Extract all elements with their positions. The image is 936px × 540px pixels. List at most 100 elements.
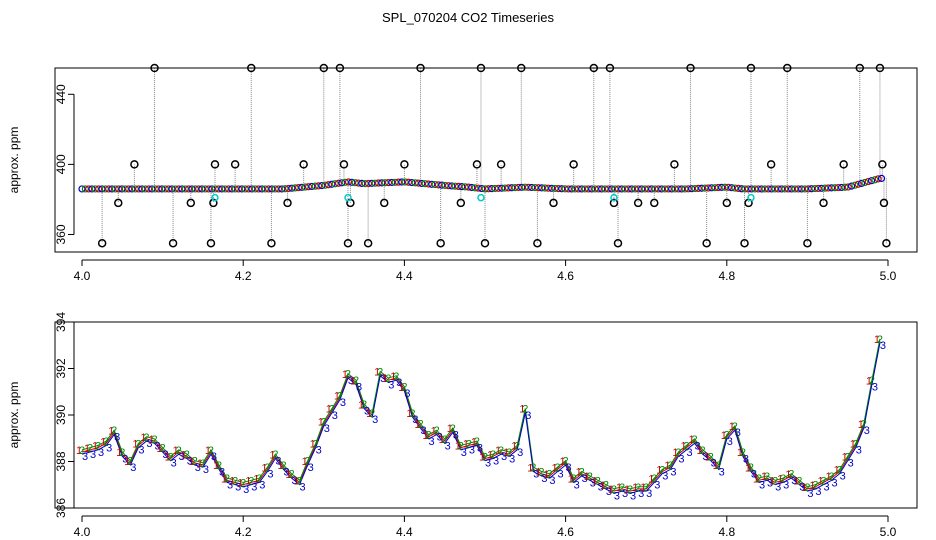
series-marker: 1 — [793, 475, 799, 487]
baseline-point — [218, 185, 226, 193]
baseline-point — [334, 179, 343, 187]
baseline-point — [551, 184, 559, 193]
baseline-point — [498, 184, 506, 192]
cyan-point — [610, 193, 618, 202]
baseline-point — [837, 183, 846, 192]
series-marker: 2 — [200, 458, 206, 470]
series-marker: 2 — [740, 447, 746, 459]
series-marker: 1 — [165, 452, 171, 464]
series-marker: 2 — [869, 375, 875, 387]
series-marker: 3 — [412, 414, 418, 426]
series-marker: 3 — [614, 490, 620, 502]
series-marker: 2 — [458, 440, 464, 452]
baseline-point — [195, 185, 203, 193]
outlier-point — [456, 198, 466, 208]
series-marker: 1 — [189, 456, 195, 468]
series-marker: 3 — [163, 449, 169, 461]
series-marker: 1 — [834, 465, 840, 477]
series-marker: 2 — [280, 460, 286, 472]
series-marker: 2 — [820, 475, 826, 487]
series-marker: 3 — [211, 451, 217, 463]
baseline-point — [208, 185, 216, 193]
outlier-point — [609, 198, 619, 208]
baseline-point — [284, 184, 293, 193]
series-marker: 1 — [173, 445, 179, 457]
baseline-point — [831, 184, 839, 192]
series-marker: 1 — [350, 375, 356, 387]
outlier-point — [569, 160, 578, 169]
series-marker: 2 — [168, 451, 174, 463]
series-line — [81, 343, 881, 494]
baseline-point — [85, 185, 93, 193]
series-marker: 1 — [132, 438, 138, 450]
series-marker: 3 — [549, 475, 555, 487]
baseline-point — [711, 184, 719, 192]
series-marker: 2 — [522, 403, 528, 415]
series-marker: 1 — [84, 443, 90, 455]
baseline-point — [801, 185, 809, 193]
series-marker: 1 — [157, 443, 163, 455]
baseline-point — [804, 185, 812, 193]
baseline-point — [624, 185, 632, 193]
y-tick-label: 400 — [54, 154, 68, 174]
series-marker: 3 — [372, 414, 378, 426]
baseline-point — [598, 185, 606, 193]
outlier-point — [380, 198, 389, 208]
baseline-point — [181, 185, 189, 193]
series-marker: 2 — [143, 432, 149, 444]
baseline-point — [614, 185, 622, 193]
series-marker: 2 — [804, 482, 810, 494]
baseline-point — [268, 185, 276, 193]
baseline-point — [877, 174, 886, 182]
series-marker: 1 — [503, 447, 509, 459]
series-marker: 1 — [237, 478, 243, 490]
baseline-point — [304, 183, 313, 191]
series-marker: 3 — [743, 453, 749, 465]
baseline-point — [221, 185, 229, 193]
series-marker: 1 — [560, 456, 566, 468]
baseline-point — [694, 184, 702, 193]
baseline-point — [461, 183, 469, 191]
baseline-point — [741, 185, 749, 193]
series-marker: 1 — [100, 436, 106, 448]
series-marker: 2 — [829, 471, 835, 483]
baseline-point — [774, 185, 782, 193]
series-marker: 3 — [485, 458, 491, 470]
baseline-point — [401, 178, 409, 186]
baseline-point — [594, 185, 602, 193]
outlier-point — [819, 198, 828, 208]
x-tick-label: 4.6 — [557, 269, 574, 283]
baseline-point — [638, 185, 646, 193]
series-marker: 1 — [197, 458, 203, 470]
series-marker: 3 — [686, 447, 692, 459]
baseline-point — [108, 185, 116, 193]
series-marker: 1 — [334, 391, 340, 403]
series-marker: 3 — [541, 473, 547, 485]
baseline-point — [258, 185, 266, 193]
series-marker: 2 — [700, 445, 706, 457]
series-marker: 1 — [664, 460, 670, 472]
x-tick-label: 4.0 — [74, 269, 91, 283]
baseline-point — [158, 185, 166, 193]
baseline-point — [155, 185, 163, 193]
series-marker: 1 — [116, 447, 122, 459]
series-marker: 1 — [326, 404, 332, 416]
series-marker: 1 — [92, 441, 98, 453]
baseline-point — [684, 185, 692, 193]
series-marker: 2 — [675, 447, 681, 459]
series-marker: 3 — [404, 388, 410, 400]
series-marker: 2 — [272, 449, 278, 461]
panel-1-axes-layer: 4.0 4.2 4.4 4.6 4.8 5.0 360 400 440 — [54, 84, 896, 283]
series-marker: 2 — [369, 408, 375, 420]
series-marker: 3 — [791, 475, 797, 487]
series-marker: 2 — [853, 438, 859, 450]
baseline-point — [864, 177, 872, 186]
series-marker: 1 — [439, 434, 445, 446]
x-tick-label: 4.2 — [235, 269, 252, 283]
baseline-point — [698, 184, 706, 192]
series-marker: 2 — [393, 371, 399, 383]
series-line — [81, 341, 881, 492]
series-marker: 3 — [98, 447, 104, 459]
baseline-point — [701, 184, 709, 192]
series-marker: 1 — [221, 473, 227, 485]
